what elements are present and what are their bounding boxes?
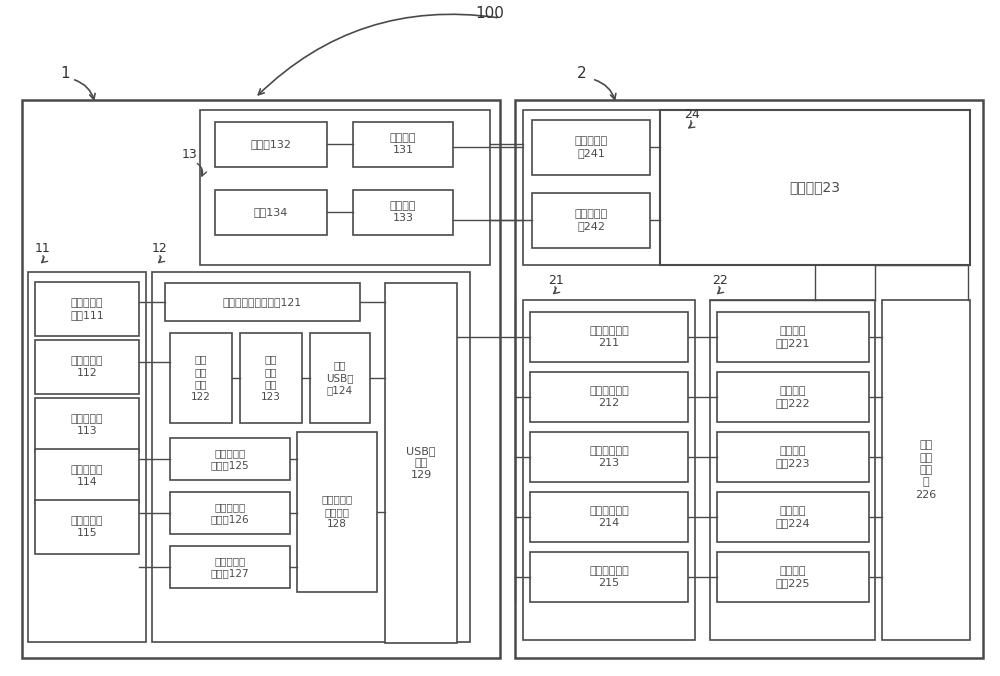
- Bar: [530, 492, 688, 542]
- Bar: [523, 300, 695, 640]
- Bar: [215, 122, 327, 167]
- Text: 多通
道融
合模
块
226: 多通 道融 合模 块 226: [915, 440, 937, 500]
- Bar: [165, 283, 360, 321]
- Text: 视频接口
131: 视频接口 131: [390, 132, 416, 155]
- Text: 图像
同步
模块
122: 图像 同步 模块 122: [191, 354, 211, 402]
- Bar: [530, 372, 688, 422]
- Text: 脑电识别
模块224: 脑电识别 模块224: [776, 506, 810, 528]
- Bar: [35, 340, 139, 394]
- Bar: [152, 272, 470, 642]
- Text: 24: 24: [684, 107, 700, 120]
- Text: 图像输入驱动
212: 图像输入驱动 212: [589, 386, 629, 408]
- Text: 2: 2: [577, 66, 587, 82]
- Text: 音频接口
133: 音频接口 133: [390, 201, 416, 223]
- Text: 11: 11: [35, 241, 51, 254]
- Bar: [532, 120, 650, 175]
- Bar: [532, 193, 650, 248]
- Bar: [35, 500, 139, 554]
- Bar: [240, 333, 302, 423]
- Text: 心率识别
模块225: 心率识别 模块225: [776, 566, 810, 588]
- Text: 图像
处理
模块
123: 图像 处理 模块 123: [261, 354, 281, 402]
- Bar: [353, 122, 453, 167]
- Bar: [710, 300, 875, 640]
- Text: 第一数字化处理模块121: 第一数字化处理模块121: [222, 297, 302, 307]
- Bar: [717, 552, 869, 602]
- Text: 21: 21: [548, 274, 564, 287]
- Text: 声音输入驱动
213: 声音输入驱动 213: [589, 445, 629, 468]
- Bar: [35, 282, 139, 336]
- Bar: [22, 100, 500, 658]
- Bar: [523, 110, 743, 265]
- Text: 应用系统23: 应用系统23: [790, 180, 840, 194]
- Bar: [297, 432, 377, 592]
- Text: 13: 13: [182, 149, 198, 162]
- Bar: [170, 492, 290, 534]
- Bar: [35, 398, 139, 452]
- Text: 脑电信号调
理模块127: 脑电信号调 理模块127: [211, 556, 249, 578]
- Bar: [717, 492, 869, 542]
- Bar: [170, 333, 232, 423]
- Bar: [170, 438, 290, 480]
- Text: 脑电输入驱动
214: 脑电输入驱动 214: [589, 506, 629, 528]
- Bar: [515, 100, 983, 658]
- Bar: [530, 552, 688, 602]
- Bar: [717, 372, 869, 422]
- Text: 运动识别
模块221: 运动识别 模块221: [776, 326, 810, 348]
- Bar: [28, 272, 146, 642]
- Text: 语音识别
模块223: 语音识别 模块223: [776, 445, 810, 468]
- Text: 心率传感器
114: 心率传感器 114: [71, 465, 103, 487]
- Bar: [717, 432, 869, 482]
- Bar: [353, 190, 453, 235]
- Text: 运动姿态传
感器111: 运动姿态传 感器111: [70, 298, 104, 320]
- Text: 显示器132: 显示器132: [250, 139, 292, 149]
- Bar: [530, 312, 688, 362]
- Bar: [215, 190, 327, 235]
- Text: 脑电传感器
115: 脑电传感器 115: [71, 516, 103, 538]
- Text: 22: 22: [712, 274, 728, 287]
- Text: 耳机134: 耳机134: [254, 207, 288, 217]
- Text: 心率信号调
理模块126: 心率信号调 理模块126: [211, 502, 249, 524]
- Bar: [530, 432, 688, 482]
- Text: 12: 12: [152, 241, 168, 254]
- Text: 声音信号调
理模块125: 声音信号调 理模块125: [211, 448, 249, 470]
- Text: 显示输出驱
动241: 显示输出驱 动241: [574, 136, 608, 158]
- Bar: [170, 546, 290, 588]
- Text: 100: 100: [476, 7, 504, 22]
- Text: USB集
线器
129: USB集 线器 129: [406, 445, 436, 481]
- Text: 心率输入驱动
215: 心率输入驱动 215: [589, 566, 629, 588]
- Bar: [882, 300, 970, 640]
- Bar: [35, 449, 139, 503]
- Text: 高速
USB接
口124: 高速 USB接 口124: [326, 360, 354, 395]
- Text: 声音输出驱
动242: 声音输出驱 动242: [574, 209, 608, 231]
- Text: 手势识别
模块222: 手势识别 模块222: [776, 386, 810, 408]
- Text: 运动输入驱动
211: 运动输入驱动 211: [589, 326, 629, 348]
- Bar: [717, 312, 869, 362]
- Text: 1: 1: [60, 66, 70, 82]
- Bar: [660, 110, 970, 265]
- Bar: [200, 110, 490, 265]
- Text: 第二数字化
处理模块
128: 第二数字化 处理模块 128: [321, 495, 353, 529]
- Bar: [385, 283, 457, 643]
- Bar: [310, 333, 370, 423]
- Text: 图像传感器
112: 图像传感器 112: [71, 356, 103, 378]
- Text: 声音传感器
113: 声音传感器 113: [71, 414, 103, 436]
